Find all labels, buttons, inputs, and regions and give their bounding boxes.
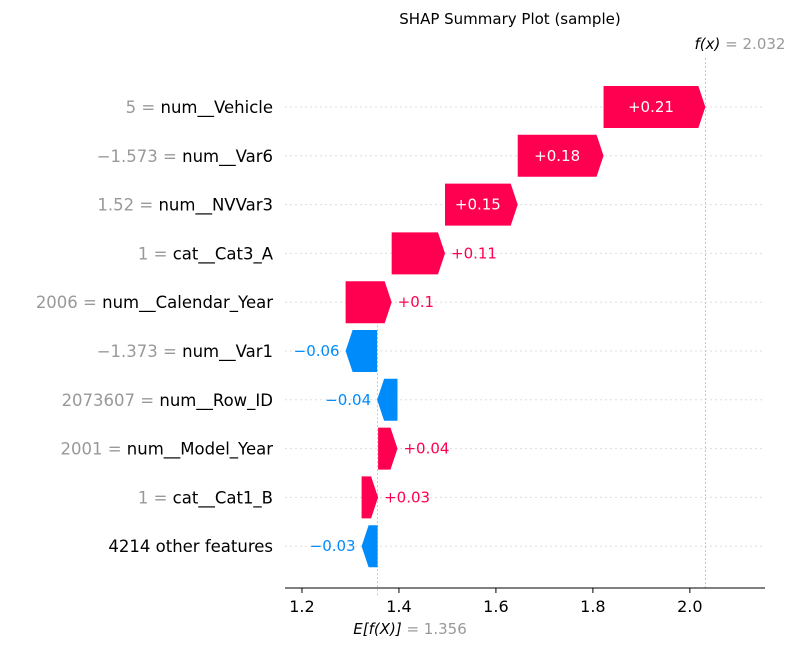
feature-value: 1 = <box>138 244 173 263</box>
shap-bar <box>445 183 518 226</box>
feature-name: num__Var6 <box>182 147 273 167</box>
shap-value-label: +0.1 <box>398 293 434 311</box>
feature-name: num__Calendar_Year <box>102 293 273 313</box>
feature-name: cat__Cat3_A <box>173 244 274 264</box>
reference-lines <box>377 58 706 596</box>
feature-value: 1 = <box>138 488 173 507</box>
shap-value-label: +0.21 <box>628 98 674 116</box>
bars <box>345 86 706 568</box>
shap-value-label: −0.03 <box>310 537 356 555</box>
feature-label: −1.573 = num__Var6 <box>97 147 273 167</box>
fx-label: f(x) = 2.032 <box>695 35 786 53</box>
shap-bar <box>361 476 379 519</box>
feature-name: num__Var1 <box>182 342 273 362</box>
x-axis: 1.2 1.4 1.6 1.8 2.0 <box>285 587 765 616</box>
shap-bar <box>603 86 706 128</box>
fx-value: = 2.032 <box>720 35 785 53</box>
feature-value: 2006 = <box>36 293 102 312</box>
feature-name: cat__Cat1_B <box>173 488 273 508</box>
shap-bar <box>345 281 392 324</box>
feature-label: 2006 = num__Calendar_Year <box>36 293 273 313</box>
fx-symbol: f(x) <box>695 35 721 53</box>
shap-value-label: +0.15 <box>455 196 501 214</box>
feature-label: 4214 other features <box>108 537 273 556</box>
x-tick-label: 1.8 <box>580 597 605 616</box>
x-tick-label: 2.0 <box>677 597 702 616</box>
shap-bar <box>345 330 378 372</box>
feature-name: num__Vehicle <box>161 98 274 118</box>
feature-value: 1.52 = <box>97 196 158 215</box>
feature-value: −1.373 = <box>97 342 182 361</box>
x-tick-label: 1.2 <box>289 597 314 616</box>
feature-label: 2001 = num__Model_Year <box>60 440 273 460</box>
feature-label: 1.52 = num__NVVar3 <box>97 196 273 216</box>
feature-value: 2001 = <box>60 440 126 459</box>
feature-label: 2073607 = num__Row_ID <box>62 391 273 411</box>
feature-label: 1 = cat__Cat1_B <box>138 488 273 508</box>
feature-label: 1 = cat__Cat3_A <box>138 244 274 264</box>
shap-bar <box>361 525 378 568</box>
shap-bar <box>377 378 398 421</box>
shap-value-label: +0.03 <box>384 488 430 506</box>
feature-name: num__NVVar3 <box>158 196 273 216</box>
shap-value-label: −0.06 <box>294 342 340 360</box>
x-tick-label: 1.4 <box>386 597 411 616</box>
feature-name: 4214 other features <box>108 537 273 556</box>
shap-value-label: +0.04 <box>403 440 449 458</box>
efx-value: = 1.356 <box>402 620 467 638</box>
efx-symbol: E[f(X)] <box>353 620 402 638</box>
value-annotations: +0.21 +0.18 +0.15 +0.11 +0.1 −0.06 −0.04 +0.04 +… <box>294 35 786 638</box>
feature-label: 5 = num__Vehicle <box>126 98 273 118</box>
shap-bar <box>391 232 445 275</box>
shap-bar <box>378 427 398 470</box>
feature-name: num__Row_ID <box>159 391 273 411</box>
feature-labels: 5 = num__Vehicle −1.573 = num__Var6 1.52 =… <box>36 98 274 556</box>
shap-value-label: +0.18 <box>534 147 580 165</box>
shap-bar <box>517 134 604 177</box>
efx-label: E[f(X)] = 1.356 <box>353 620 467 638</box>
feature-value: 2073607 = <box>62 391 160 410</box>
feature-value: −1.573 = <box>97 147 182 166</box>
feature-name: num__Model_Year <box>127 440 273 460</box>
chart-title: SHAP Summary Plot (sample) <box>399 10 620 28</box>
x-tick-label: 1.6 <box>483 597 508 616</box>
shap-value-label: −0.04 <box>325 391 371 409</box>
feature-label: −1.373 = num__Var1 <box>97 342 273 362</box>
feature-value: 5 = <box>126 98 161 117</box>
shap-value-label: +0.11 <box>451 244 497 262</box>
